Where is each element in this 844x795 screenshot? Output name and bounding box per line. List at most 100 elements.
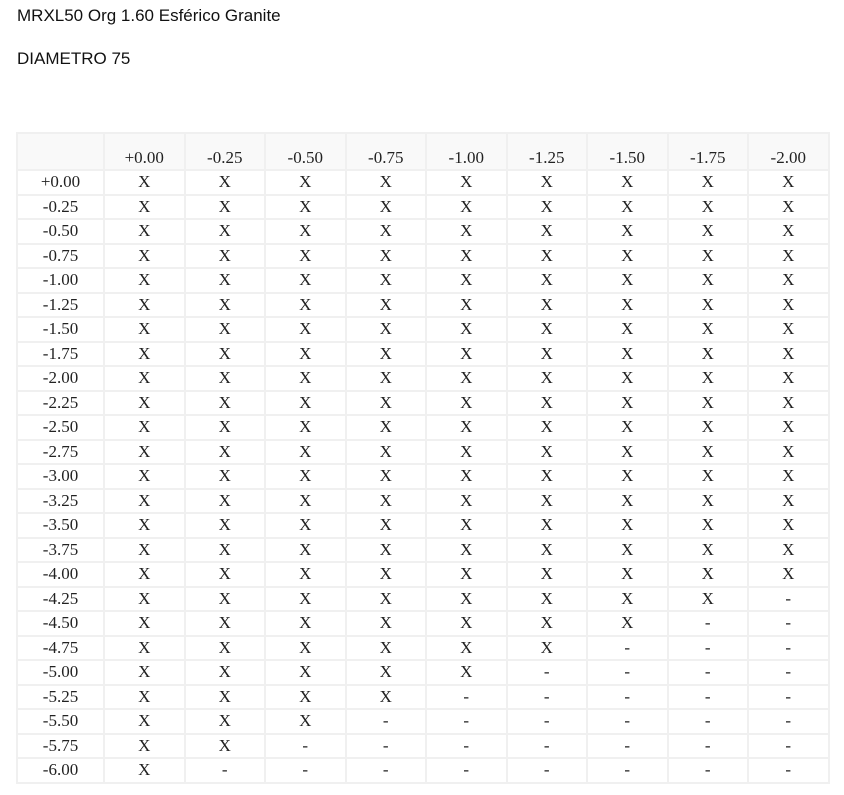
available-cell: X: [425, 512, 508, 539]
available-cell: X: [103, 757, 186, 784]
available-cell: X: [586, 585, 669, 612]
available-cell: X: [666, 438, 749, 465]
available-cell: X: [264, 218, 347, 245]
available-cell: X: [586, 169, 669, 196]
available-cell: X: [103, 512, 186, 539]
available-cell: X: [344, 438, 427, 465]
available-cell: X: [425, 561, 508, 588]
available-cell: X: [505, 389, 588, 416]
corner-cell: [16, 132, 105, 171]
available-cell: X: [344, 340, 427, 367]
available-cell: X: [264, 438, 347, 465]
available-cell: X: [505, 487, 588, 514]
table-row: -3.00 X X X X X X X X X: [16, 463, 830, 490]
available-cell: X: [747, 193, 830, 220]
table-row: -2.50 X X X X X X X X X: [16, 414, 830, 441]
available-cell: X: [103, 389, 186, 416]
available-cell: X: [586, 536, 669, 563]
row-header: -2.50: [16, 414, 105, 441]
available-cell: X: [425, 169, 508, 196]
available-cell: X: [505, 414, 588, 441]
available-cell: X: [264, 414, 347, 441]
available-cell: X: [183, 732, 266, 759]
available-cell: X: [586, 487, 669, 514]
unavailable-cell: -: [344, 708, 427, 735]
available-cell: X: [586, 561, 669, 588]
column-header: -0.25: [183, 132, 266, 171]
unavailable-cell: -: [747, 757, 830, 784]
available-cell: X: [586, 242, 669, 269]
available-cell: X: [183, 487, 266, 514]
unavailable-cell: -: [183, 757, 266, 784]
table-row: +0.00 X X X X X X X X X: [16, 169, 830, 196]
unavailable-cell: -: [425, 708, 508, 735]
available-cell: X: [264, 193, 347, 220]
row-header: -0.50: [16, 218, 105, 245]
available-cell: X: [344, 169, 427, 196]
row-header: -5.25: [16, 683, 105, 710]
available-cell: X: [103, 683, 186, 710]
unavailable-cell: -: [747, 683, 830, 710]
available-cell: X: [505, 512, 588, 539]
row-header: -4.50: [16, 610, 105, 637]
column-header: -1.25: [505, 132, 588, 171]
available-cell: X: [103, 536, 186, 563]
available-cell: X: [505, 193, 588, 220]
available-cell: X: [103, 585, 186, 612]
unavailable-cell: -: [666, 610, 749, 637]
available-cell: X: [425, 316, 508, 343]
available-cell: X: [183, 218, 266, 245]
available-cell: X: [425, 659, 508, 686]
column-header: -1.50: [586, 132, 669, 171]
available-cell: X: [425, 438, 508, 465]
available-cell: X: [666, 193, 749, 220]
unavailable-cell: -: [344, 757, 427, 784]
table-row: -0.75 X X X X X X X X X: [16, 242, 830, 269]
available-cell: X: [666, 414, 749, 441]
available-cell: X: [264, 487, 347, 514]
available-cell: X: [344, 414, 427, 441]
available-cell: X: [747, 316, 830, 343]
available-cell: X: [264, 340, 347, 367]
available-cell: X: [747, 365, 830, 392]
available-cell: X: [344, 365, 427, 392]
available-cell: X: [747, 414, 830, 441]
available-cell: X: [747, 463, 830, 490]
available-cell: X: [747, 389, 830, 416]
available-cell: X: [666, 463, 749, 490]
available-cell: X: [505, 267, 588, 294]
row-header: -3.00: [16, 463, 105, 490]
available-cell: X: [183, 291, 266, 318]
available-cell: X: [666, 365, 749, 392]
header-row: +0.00 -0.25 -0.50 -0.75 -1.00 -1.25 -1.50 -1.75…: [16, 132, 830, 171]
row-header: -1.50: [16, 316, 105, 343]
row-header: -2.25: [16, 389, 105, 416]
available-cell: X: [425, 487, 508, 514]
available-cell: X: [183, 389, 266, 416]
available-cell: X: [344, 242, 427, 269]
available-cell: X: [264, 610, 347, 637]
available-cell: X: [344, 610, 427, 637]
available-cell: X: [264, 561, 347, 588]
row-header: -5.75: [16, 732, 105, 759]
available-cell: X: [264, 365, 347, 392]
available-cell: X: [666, 340, 749, 367]
available-cell: X: [103, 291, 186, 318]
table-row: -3.75 X X X X X X X X X: [16, 536, 830, 563]
available-cell: X: [264, 242, 347, 269]
unavailable-cell: -: [747, 634, 830, 661]
available-cell: X: [264, 536, 347, 563]
row-header: -0.25: [16, 193, 105, 220]
available-cell: X: [103, 340, 186, 367]
available-cell: X: [586, 463, 669, 490]
table-row: -2.00 X X X X X X X X X: [16, 365, 830, 392]
available-cell: X: [505, 610, 588, 637]
unavailable-cell: -: [586, 757, 669, 784]
available-cell: X: [586, 610, 669, 637]
table-row: -1.00 X X X X X X X X X: [16, 267, 830, 294]
available-cell: X: [183, 561, 266, 588]
available-cell: X: [344, 193, 427, 220]
available-cell: X: [183, 193, 266, 220]
available-cell: X: [264, 708, 347, 735]
available-cell: X: [344, 389, 427, 416]
